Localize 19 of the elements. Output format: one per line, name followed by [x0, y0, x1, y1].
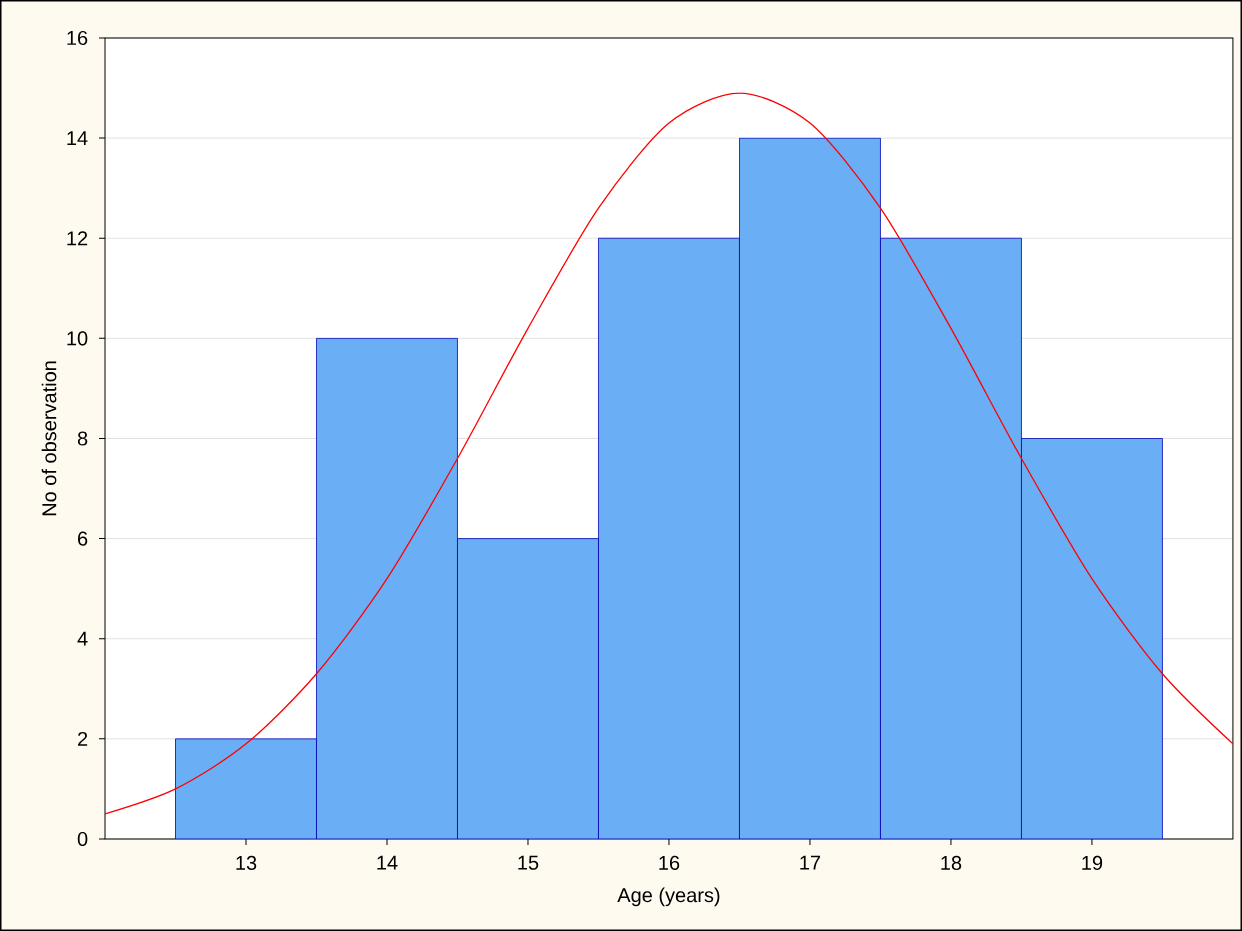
y-tick-label: 6	[78, 531, 88, 546]
y-axis-title: No of observation	[41, 361, 57, 516]
x-tick-label: 17	[800, 855, 821, 870]
x-tick-label: 14	[377, 855, 398, 870]
x-tick-label: 15	[518, 855, 539, 870]
y-tick-label: 12	[67, 231, 88, 246]
y-tick-label: 14	[67, 131, 88, 145]
y-tick-label: 0	[77, 831, 88, 847]
x-tick-label: 18	[941, 855, 962, 870]
x-axis-title: Age (years)	[617, 887, 720, 907]
x-tick-label: 13	[236, 855, 257, 870]
y-tick-label: 8	[77, 431, 88, 446]
y-tick-label: 4	[77, 631, 88, 646]
line-series	[105, 92, 1233, 815]
y-tick-label: 16	[67, 30, 88, 46]
y-tick-label: 10	[67, 331, 88, 346]
y-tick-label: 2	[78, 731, 88, 746]
x-tick-label: 16	[659, 855, 680, 870]
x-tick-label: 19	[1082, 855, 1103, 870]
